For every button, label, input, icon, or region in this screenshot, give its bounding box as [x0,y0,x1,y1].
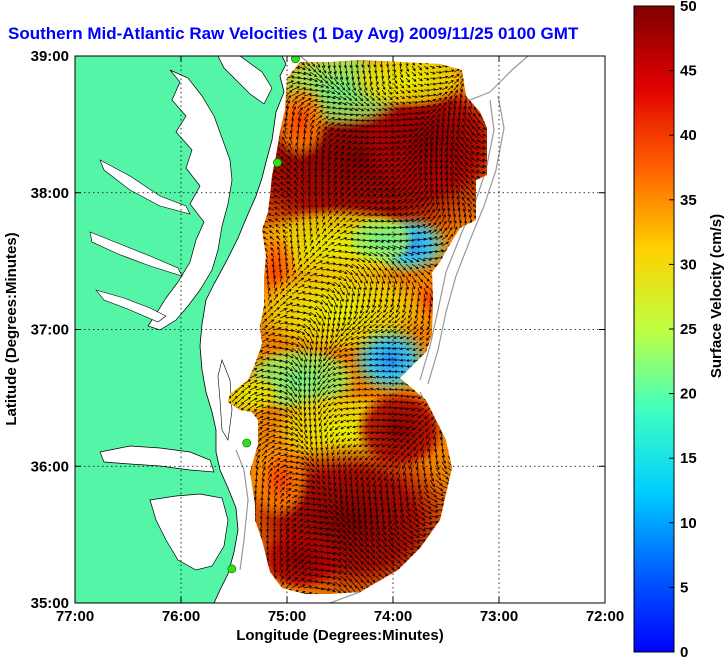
x-tick-label: 75:00 [268,608,306,625]
radar-stations [227,56,300,574]
y-axis-ticks: 35:00 36:00 37:00 38:00 39:00 [31,48,605,612]
colorbar-tick-label: 20 [680,386,697,403]
colorbar-tick-label: 15 [680,450,697,467]
figure-title: Southern Mid-Atlantic Raw Velocities (1 … [8,24,579,43]
x-tick-label: 74:00 [374,608,412,625]
albemarle-sound [99,445,215,473]
colorbar-tick-label: 10 [680,515,697,532]
pamlico-sound [149,493,229,571]
colorbar-ticks: 0 5 10 15 20 25 30 35 40 45 50 [669,0,697,659]
colorbar-tick-label: 25 [680,321,697,338]
x-tick-label: 77:00 [56,608,94,625]
y-tick-label: 37:00 [31,322,69,339]
radar-station-marker [227,564,237,574]
y-tick-label: 38:00 [31,185,69,202]
bay-tributary-3 [95,289,167,323]
y-tick-label: 36:00 [31,458,69,475]
y-tick-label: 39:00 [31,48,69,65]
bay-tributary-2 [89,231,183,277]
colorbar-tick-label: 50 [680,0,697,15]
colorbar-tick-label: 30 [680,256,697,273]
y-axis-label: Latitude (Degrees:Minutes) [3,232,20,425]
colorbar-tick-label: 5 [680,579,688,596]
bay-tributary-1 [99,159,191,215]
colorbar-scale [633,5,675,653]
colorbar-label: Surface Velocity (cm/s) [708,214,724,378]
x-axis-label: Longitude (Degrees:Minutes) [236,627,444,644]
colorbar-tick-label: 40 [680,127,697,144]
map-plot-area [75,56,605,603]
colorbar-tick-label: 45 [680,63,697,80]
colorbar: 0 5 10 15 20 25 30 35 40 45 50 Surface Velocity (c… [633,0,724,659]
x-tick-label: 72:00 [586,608,624,625]
map-grid [75,56,605,603]
x-axis-ticks: 77:00 76:00 75:00 74:00 73:00 72:00 [56,56,624,625]
barrier-island-gap [217,359,233,441]
x-tick-label: 76:00 [162,608,200,625]
x-tick-label: 73:00 [480,608,518,625]
colorbar-tick-label: 0 [680,644,688,659]
chesapeake-bay [147,69,233,331]
delaware-bay [217,56,273,105]
radar-station-marker [242,438,252,448]
radar-station-marker [291,56,300,64]
colorbar-tick-label: 35 [680,192,697,209]
y-tick-label: 35:00 [31,595,69,612]
radar-station-marker [273,158,282,168]
